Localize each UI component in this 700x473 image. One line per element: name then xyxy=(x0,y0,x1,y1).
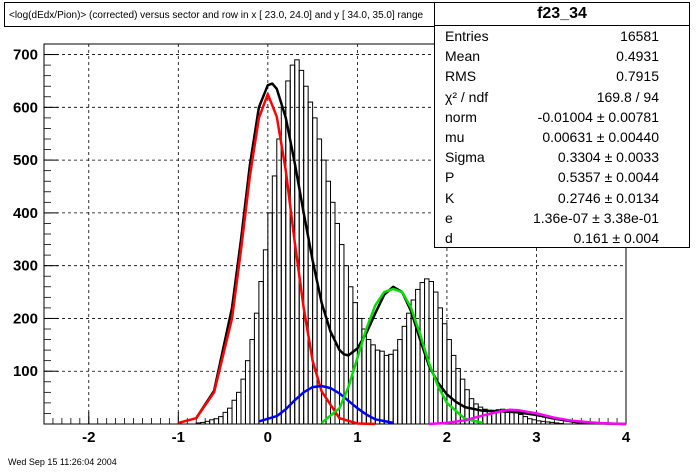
x-tick-label: 2 xyxy=(443,429,451,446)
x-tick-label: 1 xyxy=(353,429,361,446)
stat-row: P 0.5357 ± 0.0044 xyxy=(435,167,689,187)
y-tick-label: 400 xyxy=(13,205,38,222)
stat-value: 0.3304 ± 0.0033 xyxy=(557,149,659,166)
stat-row: χ² / ndf 169.8 / 94 xyxy=(435,87,689,107)
stat-value: 0.161 ± 0.004 xyxy=(573,229,659,246)
stat-value: 0.4931 xyxy=(616,48,659,65)
y-tick-label: 500 xyxy=(13,152,38,169)
fit-curve xyxy=(320,287,483,425)
fit-curves xyxy=(177,82,627,426)
y-tick-label: 200 xyxy=(13,310,38,327)
fit-curve xyxy=(428,408,627,426)
y-tick-label: 600 xyxy=(13,99,38,116)
stat-label: e xyxy=(445,209,453,226)
stat-label: Sigma xyxy=(445,149,485,166)
x-tick-label: 0 xyxy=(264,429,272,446)
stat-label: d xyxy=(445,229,453,246)
x-tick-label: -2 xyxy=(82,429,95,446)
stat-label: Entries xyxy=(445,28,489,44)
stat-row: K 0.2746 ± 0.0134 xyxy=(435,188,689,208)
stat-label: χ² / ndf xyxy=(445,88,489,105)
stat-label: K xyxy=(445,189,455,206)
y-tick-label: 300 xyxy=(13,258,38,275)
stat-row: Mean 0.4931 xyxy=(435,46,689,66)
stat-row: d 0.161 ± 0.004 xyxy=(435,228,689,248)
fit-curve xyxy=(258,384,394,425)
stat-value: 1.36e-07 ± 3.38e-01 xyxy=(533,209,659,226)
y-tick-label: 700 xyxy=(13,47,38,64)
stat-value: 16581 xyxy=(620,28,659,44)
stats-box: f23_34 Entries 16581 Mean 0.4931 RMS 0.7915 χ²… xyxy=(434,2,690,248)
stat-label: mu xyxy=(445,128,465,145)
stat-label: P xyxy=(445,169,455,186)
axes: -2 -1 0 1 2 3 4 100 200 300 400 500 600 700 xyxy=(13,43,631,446)
stat-row: mu 0.00631 ± 0.00440 xyxy=(435,127,689,147)
x-tick-label: -1 xyxy=(172,429,185,446)
stat-row: RMS 0.7915 xyxy=(435,66,689,86)
stat-row: norm -0.01004 ± 0.00781 xyxy=(435,107,689,127)
stat-label: Mean xyxy=(445,48,481,65)
stat-row: Sigma 0.3304 ± 0.0033 xyxy=(435,147,689,167)
x-tick-label: 3 xyxy=(532,429,540,446)
timestamp-footer: Wed Sep 15 11:26:04 2004 xyxy=(8,457,117,467)
stat-value: 0.00631 ± 0.00440 xyxy=(542,128,659,145)
x-tick-label: 4 xyxy=(622,429,631,446)
histogram xyxy=(195,59,564,425)
stat-label: norm xyxy=(445,108,477,125)
stat-value: -0.01004 ± 0.00781 xyxy=(537,108,659,125)
histogram-bin xyxy=(558,422,564,425)
histogram-title: <log(dEdx/Pion)> (corrected) versus sect… xyxy=(4,2,496,27)
stat-row: e 1.36e-07 ± 3.38e-01 xyxy=(435,208,689,228)
stat-value: 169.8 / 94 xyxy=(596,88,659,105)
stat-row: Entries 16581 xyxy=(435,26,689,46)
fit-curve xyxy=(177,92,376,426)
stats-name: f23_34 xyxy=(435,3,689,26)
stat-value: 0.2746 ± 0.0134 xyxy=(557,189,659,206)
y-tick-label: 100 xyxy=(13,363,38,380)
stat-label: RMS xyxy=(445,68,477,85)
stat-value: 0.5357 ± 0.0044 xyxy=(557,169,659,186)
stat-value: 0.7915 xyxy=(616,68,659,85)
